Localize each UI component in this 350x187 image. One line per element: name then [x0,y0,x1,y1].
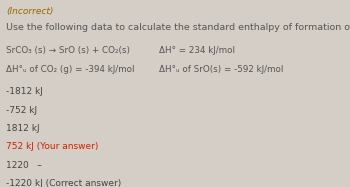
Text: 1812 kJ: 1812 kJ [6,124,40,133]
Text: (Incorrect): (Incorrect) [6,7,54,16]
Text: ΔH°ᵤ of SrO(s) = -592 kJ/mol: ΔH°ᵤ of SrO(s) = -592 kJ/mol [159,65,284,73]
Text: -1220 kJ (Correct answer): -1220 kJ (Correct answer) [6,179,121,187]
Text: SrCO₃ (s) → SrO (s) + CO₂(s): SrCO₃ (s) → SrO (s) + CO₂(s) [6,46,130,55]
Text: 752 kJ (Your answer): 752 kJ (Your answer) [6,142,99,151]
Text: ΔH°ᵤ of CO₂ (g) = -394 kJ/mol: ΔH°ᵤ of CO₂ (g) = -394 kJ/mol [6,65,135,73]
Text: -1812 kJ: -1812 kJ [6,87,43,96]
Text: 1220   –: 1220 – [6,161,42,170]
Text: Use the following data to calculate the standard enthalpy of formation of solid : Use the following data to calculate the … [6,23,350,32]
Text: ΔH° = 234 kJ/mol: ΔH° = 234 kJ/mol [159,46,235,55]
Text: -752 kJ: -752 kJ [6,106,37,115]
